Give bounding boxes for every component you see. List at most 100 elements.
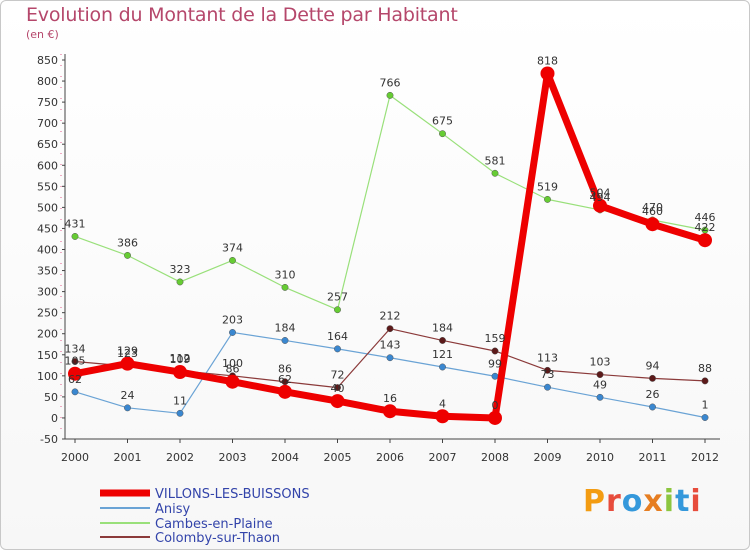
x-tick-label: 2008 (481, 451, 509, 464)
series-point-3 (701, 377, 709, 385)
x-tick-label: 2011 (639, 451, 667, 464)
x-tick-label: 2006 (376, 451, 404, 464)
series-point-1 (176, 409, 184, 417)
chart-title: Evolution du Montant de la Dette par Hab… (26, 4, 458, 26)
data-label-0: 818 (537, 54, 558, 67)
series-point-0 (593, 198, 607, 213)
y-tick-label: 100 (37, 370, 58, 383)
x-tick-label: 2002 (166, 451, 194, 464)
series-line-0 (71, 69, 709, 422)
legend-label-1: Anisy (155, 502, 191, 517)
x-tick-label: 2000 (61, 451, 89, 464)
data-label-2: 446 (695, 211, 716, 224)
series-point-3 (334, 384, 341, 392)
series-point-3 (491, 347, 499, 355)
data-label-0: 16 (383, 392, 397, 405)
series-point-1 (281, 337, 289, 344)
data-label-2: 374 (222, 241, 243, 254)
data-label-0: 109 (170, 353, 191, 366)
x-tick-label: 2007 (429, 451, 457, 464)
y-tick-label: 850 (37, 54, 58, 67)
series-point-1 (439, 363, 446, 371)
x-tick-label: 2004 (271, 451, 299, 464)
legend-label-3: Colomby-sur-Thaon (155, 531, 280, 546)
series-point-0 (698, 233, 712, 248)
series-point-0 (645, 217, 660, 232)
data-label-0: 105 (65, 355, 86, 368)
data-label-2: 470 (642, 201, 663, 214)
series-point-0 (488, 410, 502, 425)
series-point-1 (71, 388, 79, 396)
series-line-2 (74, 94, 706, 311)
logo-letter: o (621, 484, 644, 519)
y-tick-label: 800 (37, 75, 58, 88)
data-label-1: 49 (593, 378, 607, 391)
series-point-0 (120, 356, 135, 371)
logo-letter: r (606, 484, 622, 519)
data-label-3: 94 (646, 359, 660, 372)
data-label-0: 0 (492, 399, 499, 412)
data-label-3: 113 (537, 351, 558, 364)
y-tick-label: 600 (37, 159, 58, 172)
series-point-2 (334, 306, 341, 314)
x-tick-label: 2012 (691, 451, 719, 464)
y-tick-label: 150 (37, 349, 58, 362)
series-point-2 (491, 169, 499, 177)
data-label-1: 73 (541, 368, 555, 381)
y-tick-label: 50 (44, 391, 58, 404)
series-point-2 (439, 130, 446, 138)
y-tick-label: 500 (37, 201, 58, 214)
logo-letter: t (675, 484, 691, 519)
legend-label-0: VILLONS-LES-BUISSONS (155, 487, 310, 502)
series-point-3 (649, 374, 656, 382)
data-label-1: 164 (327, 330, 348, 343)
data-label-0: 4 (439, 397, 446, 410)
series-point-3 (439, 337, 446, 344)
x-tick-label: 2009 (534, 451, 562, 464)
logo-letter: P (583, 484, 606, 519)
data-label-1: 26 (646, 388, 660, 401)
data-label-3: 123 (117, 347, 138, 360)
series-point-0 (435, 409, 450, 424)
x-tick-label: 2003 (219, 451, 247, 464)
series-point-1 (491, 372, 499, 380)
y-tick-label: -50 (40, 433, 58, 446)
series-point-1 (334, 345, 341, 353)
data-label-2: 766 (380, 76, 401, 89)
series-point-2 (124, 251, 131, 259)
data-label-0: 504 (590, 187, 611, 200)
data-label-1: 1 (702, 399, 709, 412)
series-point-2 (71, 232, 79, 240)
y-tick-label: 200 (37, 328, 58, 341)
logo-letter: x (643, 484, 664, 519)
data-label-2: 310 (275, 268, 296, 281)
data-label-3: 134 (65, 343, 86, 356)
data-label-0: 460 (642, 205, 663, 218)
data-label-2: 323 (170, 263, 191, 276)
data-label-2: 257 (327, 291, 348, 304)
data-label-0: 129 (117, 345, 138, 358)
series-point-2 (544, 195, 551, 203)
series-point-0 (330, 394, 345, 409)
data-label-0: 422 (695, 221, 716, 234)
data-label-3: 100 (222, 357, 243, 370)
y-tick-label: 550 (37, 180, 58, 193)
series-point-2 (176, 278, 184, 286)
data-label-3: 184 (432, 321, 453, 334)
y-tick-label: 300 (37, 286, 58, 299)
logo-letter: i (663, 484, 676, 519)
data-label-1: 143 (380, 339, 401, 352)
y-tick-label: 350 (37, 265, 58, 278)
y-tick-label: 400 (37, 244, 58, 257)
series-point-0 (68, 366, 82, 381)
series-point-1 (229, 329, 236, 336)
data-label-3: 88 (698, 362, 712, 375)
y-tick-label: 450 (37, 222, 58, 235)
data-label-3: 72 (331, 369, 345, 382)
series-point-3 (596, 371, 604, 379)
y-tick-label: 700 (37, 117, 58, 130)
series-point-1 (649, 403, 656, 411)
series-point-1 (544, 383, 551, 391)
logo-letter: i (690, 484, 702, 519)
